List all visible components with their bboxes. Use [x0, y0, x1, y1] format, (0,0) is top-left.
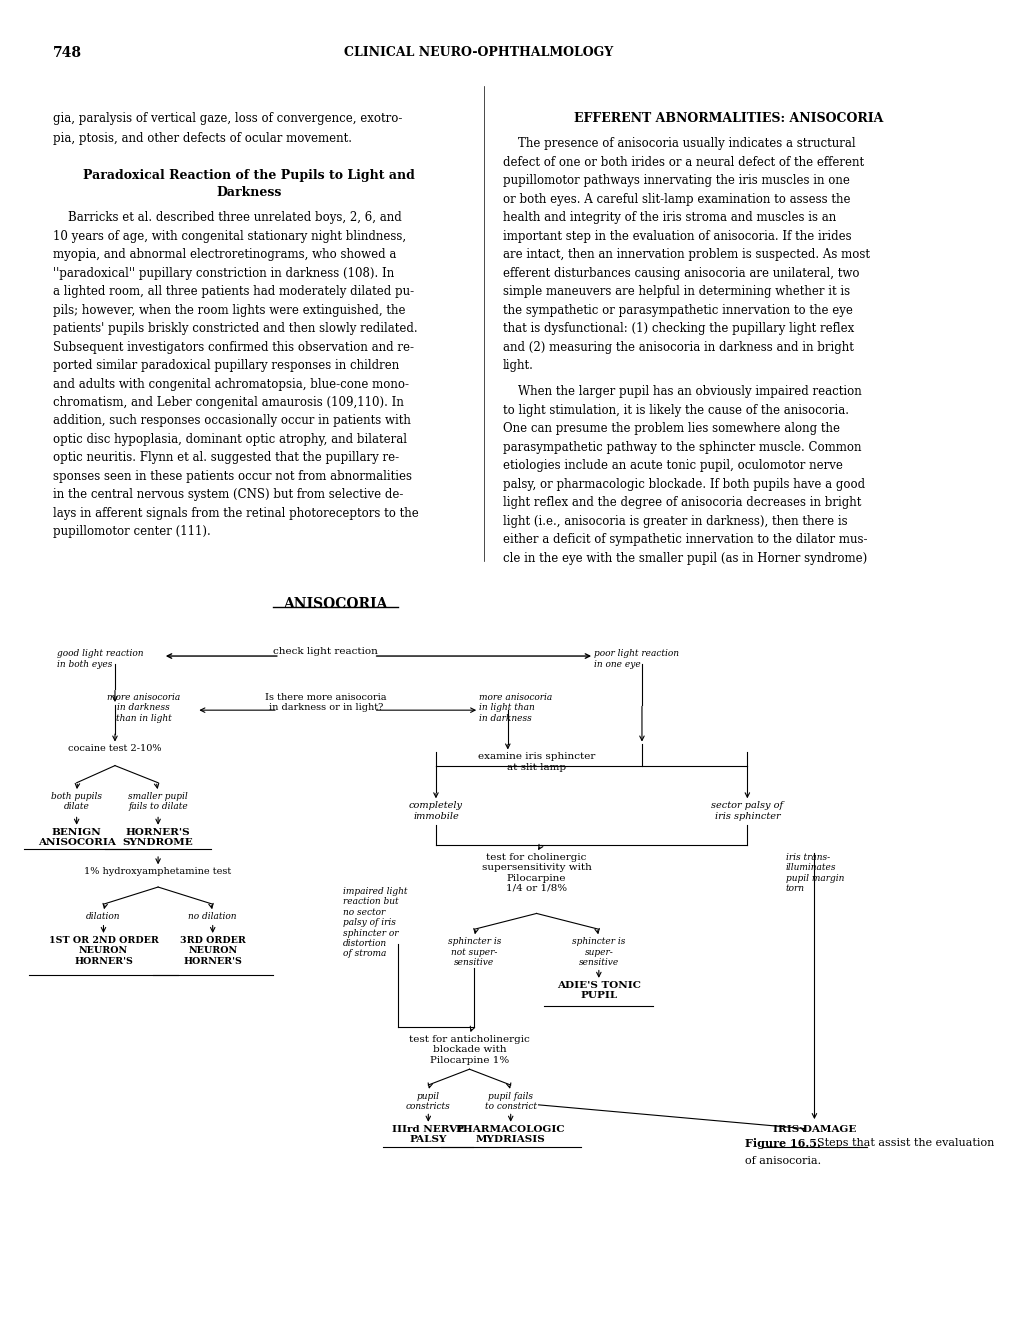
Text: sector palsy of
iris sphincter: sector palsy of iris sphincter: [710, 801, 783, 821]
Text: good light reaction
in both eyes: good light reaction in both eyes: [57, 649, 144, 669]
Text: check light reaction: check light reaction: [273, 647, 378, 656]
Text: ADIE'S TONIC
PUPIL: ADIE'S TONIC PUPIL: [556, 981, 640, 1001]
Text: smaller pupil
fails to dilate: smaller pupil fails to dilate: [128, 792, 187, 812]
Text: light.: light.: [502, 359, 533, 372]
Text: poor light reaction
in one eye: poor light reaction in one eye: [593, 649, 679, 669]
Text: addition, such responses occasionally occur in patients with: addition, such responses occasionally oc…: [53, 414, 411, 428]
Text: no dilation: no dilation: [189, 912, 236, 921]
Text: Paradoxical Reaction of the Pupils to Light and: Paradoxical Reaction of the Pupils to Li…: [84, 169, 415, 182]
Text: Barricks et al. described three unrelated boys, 2, 6, and: Barricks et al. described three unrelate…: [53, 211, 401, 224]
Text: ANISOCORIA: ANISOCORIA: [283, 597, 387, 611]
Text: 3RD ORDER
NEURON
HORNER'S: 3RD ORDER NEURON HORNER'S: [179, 936, 246, 966]
Text: more anisocoria
in light than
in darkness: more anisocoria in light than in darknes…: [479, 693, 551, 723]
Text: cle in the eye with the smaller pupil (as in Horner syndrome): cle in the eye with the smaller pupil (a…: [502, 552, 866, 565]
Text: test for cholinergic
supersensitivity with
Pilocarpine
1/4 or 1/8%: test for cholinergic supersensitivity wi…: [481, 853, 591, 892]
Text: palsy, or pharmacologic blockade. If both pupils have a good: palsy, or pharmacologic blockade. If bot…: [502, 478, 864, 491]
Text: One can presume the problem lies somewhere along the: One can presume the problem lies somewhe…: [502, 422, 840, 436]
Text: that is dysfunctional: (1) checking the pupillary light reflex: that is dysfunctional: (1) checking the …: [502, 322, 854, 335]
Text: iris trans-
illuminates
pupil margin
torn: iris trans- illuminates pupil margin tor…: [785, 853, 844, 892]
Text: optic neuritis. Flynn et al. suggested that the pupillary re-: optic neuritis. Flynn et al. suggested t…: [53, 451, 398, 465]
Text: EFFERENT ABNORMALITIES: ANISOCORIA: EFFERENT ABNORMALITIES: ANISOCORIA: [573, 112, 882, 125]
Text: or both eyes. A careful slit-lamp examination to assess the: or both eyes. A careful slit-lamp examin…: [502, 193, 850, 206]
Text: CLINICAL NEURO-OPHTHALMOLOGY: CLINICAL NEURO-OPHTHALMOLOGY: [344, 46, 613, 59]
Text: chromatism, and Leber congenital amaurosis (109,110). In: chromatism, and Leber congenital amauros…: [53, 396, 404, 409]
Text: light (i.e., anisocoria is greater in darkness), then there is: light (i.e., anisocoria is greater in da…: [502, 515, 847, 528]
Text: test for anticholinergic
blockade with
Pilocarpine 1%: test for anticholinergic blockade with P…: [409, 1035, 529, 1065]
Text: IIIrd NERVE
PALSY: IIIrd NERVE PALSY: [391, 1125, 465, 1144]
Text: sphincter is
super-
sensitive: sphincter is super- sensitive: [572, 937, 625, 968]
Text: health and integrity of the iris stroma and muscles is an: health and integrity of the iris stroma …: [502, 211, 836, 224]
Text: of anisocoria.: of anisocoria.: [745, 1156, 820, 1167]
Text: IRIS DAMAGE: IRIS DAMAGE: [772, 1125, 855, 1134]
Text: patients' pupils briskly constricted and then slowly redilated.: patients' pupils briskly constricted and…: [53, 322, 417, 335]
Text: The presence of anisocoria usually indicates a structural: The presence of anisocoria usually indic…: [502, 137, 855, 150]
Text: defect of one or both irides or a neural defect of the efferent: defect of one or both irides or a neural…: [502, 156, 863, 169]
Text: are intact, then an innervation problem is suspected. As most: are intact, then an innervation problem …: [502, 248, 869, 261]
Text: cocaine test 2-10%: cocaine test 2-10%: [68, 744, 162, 754]
Text: pupil
constricts: pupil constricts: [406, 1092, 450, 1111]
Text: impaired light
reaction but
no sector
palsy of iris
sphincter or
distortion
of s: impaired light reaction but no sector pa…: [342, 887, 408, 958]
Text: examine iris sphincter
at slit lamp: examine iris sphincter at slit lamp: [478, 752, 595, 772]
Text: in the central nervous system (CNS) but from selective de-: in the central nervous system (CNS) but …: [53, 488, 403, 502]
Text: HORNER'S
SYNDROME: HORNER'S SYNDROME: [122, 828, 194, 847]
Text: 1% hydroxyamphetamine test: 1% hydroxyamphetamine test: [85, 867, 231, 876]
Text: Steps that assist the evaluation: Steps that assist the evaluation: [809, 1138, 994, 1148]
Text: BENIGN
ANISOCORIA: BENIGN ANISOCORIA: [38, 828, 115, 847]
Text: ''paradoxical'' pupillary constriction in darkness (108). In: ''paradoxical'' pupillary constriction i…: [53, 267, 393, 280]
Text: completely
immobile: completely immobile: [409, 801, 463, 821]
Text: efferent disturbances causing anisocoria are unilateral, two: efferent disturbances causing anisocoria…: [502, 267, 859, 280]
Text: pupil fails
to constrict: pupil fails to constrict: [484, 1092, 536, 1111]
Text: ported similar paradoxical pupillary responses in children: ported similar paradoxical pupillary res…: [53, 359, 398, 372]
Text: optic disc hypoplasia, dominant optic atrophy, and bilateral: optic disc hypoplasia, dominant optic at…: [53, 433, 407, 446]
Text: and adults with congenital achromatopsia, blue-cone mono-: and adults with congenital achromatopsia…: [53, 378, 409, 391]
Text: 10 years of age, with congenital stationary night blindness,: 10 years of age, with congenital station…: [53, 230, 406, 243]
Text: light reflex and the degree of anisocoria decreases in bright: light reflex and the degree of anisocori…: [502, 496, 861, 510]
Text: both pupils
dilate: both pupils dilate: [51, 792, 102, 812]
Text: pia, ptosis, and other defects of ocular movement.: pia, ptosis, and other defects of ocular…: [53, 132, 352, 145]
Text: myopia, and abnormal electroretinograms, who showed a: myopia, and abnormal electroretinograms,…: [53, 248, 395, 261]
Text: etiologies include an acute tonic pupil, oculomotor nerve: etiologies include an acute tonic pupil,…: [502, 459, 842, 473]
Text: sponses seen in these patients occur not from abnormalities: sponses seen in these patients occur not…: [53, 470, 412, 483]
Text: a lighted room, all three patients had moderately dilated pu-: a lighted room, all three patients had m…: [53, 285, 414, 298]
Text: When the larger pupil has an obviously impaired reaction: When the larger pupil has an obviously i…: [502, 385, 861, 399]
Text: pils; however, when the room lights were extinguished, the: pils; however, when the room lights were…: [53, 304, 405, 317]
Text: to light stimulation, it is likely the cause of the anisocoria.: to light stimulation, it is likely the c…: [502, 404, 848, 417]
Text: Is there more anisocoria
in darkness or in light?: Is there more anisocoria in darkness or …: [265, 693, 386, 713]
Text: important step in the evaluation of anisocoria. If the irides: important step in the evaluation of anis…: [502, 230, 851, 243]
Text: either a deficit of sympathetic innervation to the dilator mus-: either a deficit of sympathetic innervat…: [502, 533, 867, 546]
Text: lays in afferent signals from the retinal photoreceptors to the: lays in afferent signals from the retina…: [53, 507, 418, 520]
Text: the sympathetic or parasympathetic innervation to the eye: the sympathetic or parasympathetic inner…: [502, 304, 852, 317]
Text: 748: 748: [53, 46, 82, 61]
Text: sphincter is
not super-
sensitive: sphincter is not super- sensitive: [447, 937, 500, 968]
Text: and (2) measuring the anisocoria in darkness and in bright: and (2) measuring the anisocoria in dark…: [502, 341, 853, 354]
Text: parasympathetic pathway to the sphincter muscle. Common: parasympathetic pathway to the sphincter…: [502, 441, 861, 454]
Text: Subsequent investigators confirmed this observation and re-: Subsequent investigators confirmed this …: [53, 341, 414, 354]
Text: PHARMACOLOGIC
MYDRIASIS: PHARMACOLOGIC MYDRIASIS: [455, 1125, 565, 1144]
Text: Darkness: Darkness: [216, 186, 281, 199]
Text: pupillomotor pathways innervating the iris muscles in one: pupillomotor pathways innervating the ir…: [502, 174, 849, 187]
Text: Figure 16.5.: Figure 16.5.: [745, 1138, 820, 1148]
Text: 1ST OR 2ND ORDER
NEURON
HORNER'S: 1ST OR 2ND ORDER NEURON HORNER'S: [49, 936, 158, 966]
Text: dilation: dilation: [87, 912, 120, 921]
Text: more anisocoria
in darkness
than in light: more anisocoria in darkness than in ligh…: [107, 693, 180, 723]
Text: gia, paralysis of vertical gaze, loss of convergence, exotro-: gia, paralysis of vertical gaze, loss of…: [53, 112, 401, 125]
Text: pupillomotor center (111).: pupillomotor center (111).: [53, 525, 210, 539]
Text: simple maneuvers are helpful in determining whether it is: simple maneuvers are helpful in determin…: [502, 285, 849, 298]
